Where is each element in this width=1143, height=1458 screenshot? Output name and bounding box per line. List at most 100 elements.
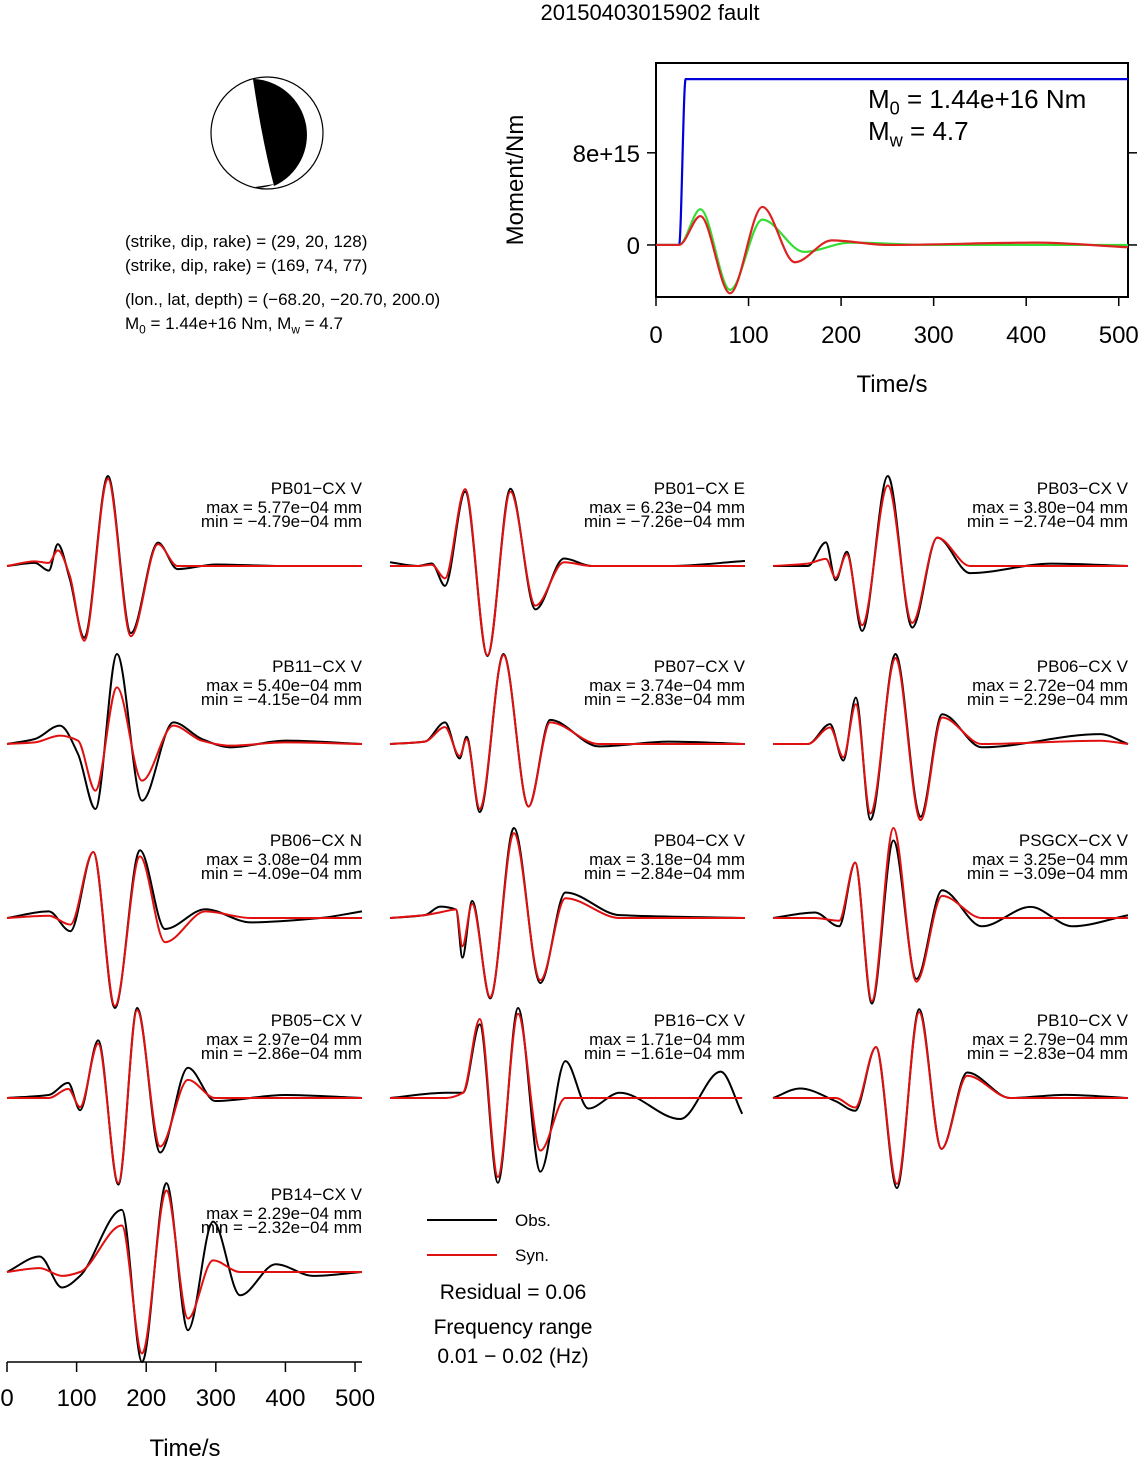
source-info: (lon., lat, depth) = (−68.20, −20.70, 20… [125, 290, 440, 309]
subscript: 0 [890, 99, 900, 119]
line [389, 832, 745, 999]
x-tick-label: 0 [0, 1385, 13, 1412]
station-label: PB06−CX N [270, 831, 362, 850]
max-label: max = 2.72e−04 mm [972, 676, 1128, 695]
min-label: min = −2.83e−04 mm [584, 690, 745, 709]
line [7, 1009, 362, 1184]
subscript: w [889, 131, 904, 151]
max-label: max = 3.18e−04 mm [589, 850, 745, 869]
line [773, 656, 1129, 822]
line [389, 488, 745, 657]
plot-frame [655, 62, 1129, 298]
line [6, 652, 363, 811]
line [772, 474, 1129, 632]
min-label: min = −4.09e−04 mm [201, 864, 362, 883]
max-label: max = 3.25e−04 mm [972, 850, 1128, 869]
text-segment: (lon., lat, depth) = (−68.20, −20.70, 20… [125, 290, 440, 309]
max-label: max = 3.80e−04 mm [972, 498, 1128, 517]
x-tick-label: 500 [335, 1385, 375, 1412]
station-label: PB10−CX V [1037, 1011, 1129, 1030]
x-tick-label: 200 [126, 1385, 166, 1412]
line [6, 686, 363, 792]
min-label: min = −2.74e−04 mm [967, 512, 1128, 531]
max-label: max = 2.97e−04 mm [206, 1030, 362, 1049]
line [6, 477, 362, 642]
frequency-title: Frequency range [434, 1316, 593, 1339]
text-segment: = 1.44e+16 Nm [900, 84, 1086, 114]
line [389, 653, 745, 810]
text-segment: (strike, dip, rake) = (169, 74, 77) [125, 256, 367, 275]
x-axis-label: Time/s [149, 1435, 220, 1458]
min-label: min = −7.26e−04 mm [584, 512, 745, 531]
text-segment: M [125, 314, 139, 333]
beachball [210, 76, 324, 190]
min-label: min = −2.32e−04 mm [201, 1218, 362, 1237]
line [6, 850, 362, 1008]
subscript: 0 [139, 322, 146, 336]
source-info: M0 = 1.44e+16 Nm, Mw = 4.7 [125, 314, 343, 336]
x-tick-label: 300 [196, 1385, 236, 1412]
beachball-compression [255, 184, 275, 188]
x-tick-label: 100 [729, 322, 769, 349]
source-info: (strike, dip, rake) = (169, 74, 77) [125, 256, 367, 275]
min-label: min = −4.79e−04 mm [201, 512, 362, 531]
line [773, 1011, 1128, 1185]
subscript: w [290, 322, 300, 336]
station-label: PB03−CX V [1037, 479, 1129, 498]
min-label: min = −3.09e−04 mm [967, 864, 1128, 883]
text-segment: (strike, dip, rake) = (29, 20, 128) [125, 232, 367, 251]
x-tick-label: 300 [914, 322, 954, 349]
station-label: PB11−CX V [272, 657, 363, 676]
legend-label: Syn. [515, 1246, 549, 1265]
text-segment: = 1.44e+16 Nm, M [146, 314, 292, 333]
x-axis-label: Time/s [856, 371, 927, 398]
source-info: (strike, dip, rake) = (29, 20, 128) [125, 232, 367, 251]
station-label: PB04−CX V [654, 831, 746, 850]
line [390, 1012, 743, 1178]
annotation: Mw = 4.7 [868, 116, 969, 151]
x-tick-label: 400 [265, 1385, 305, 1412]
max-label: max = 1.71e−04 mm [589, 1030, 745, 1049]
text-segment: = 4.7 [300, 314, 343, 333]
y-axis-label: Moment/Nm [502, 115, 529, 246]
text-segment: = 4.7 [903, 116, 969, 146]
line [773, 826, 1128, 1003]
min-label: min = −2.86e−04 mm [201, 1044, 362, 1063]
min-label: min = −4.15e−04 mm [201, 690, 362, 709]
text-segment: M [868, 84, 890, 114]
line [6, 474, 362, 639]
max-label: max = 5.40e−04 mm [206, 676, 362, 695]
station-label: PSGCX−CX V [1019, 831, 1129, 850]
line [656, 205, 1129, 295]
chart-title: 20150403015902 fault [541, 0, 760, 25]
beachball-compression [253, 79, 307, 186]
max-label: max = 3.74e−04 mm [589, 676, 745, 695]
max-label: max = 2.29e−04 mm [206, 1204, 362, 1223]
station-label: PB01−CX E [654, 479, 745, 498]
station-label: PB16−CX V [654, 1011, 746, 1030]
annotation: M0 = 1.44e+16 Nm [868, 84, 1086, 119]
text-segment: M [868, 116, 890, 146]
x-tick-label: 100 [57, 1385, 97, 1412]
station-label: PB07−CX V [654, 657, 746, 676]
station-label: PB05−CX V [271, 1011, 363, 1030]
min-label: min = −2.29e−04 mm [967, 690, 1128, 709]
line [772, 484, 1128, 627]
residual: Residual = 0.06 [440, 1281, 587, 1304]
x-tick-label: 0 [649, 322, 662, 349]
line [6, 1182, 363, 1364]
max-label: max = 5.77e−04 mm [206, 498, 362, 517]
